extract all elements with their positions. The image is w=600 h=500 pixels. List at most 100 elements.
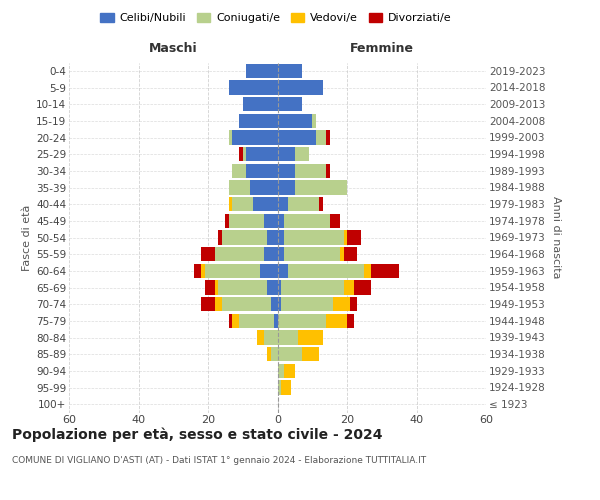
Bar [326, 314, 347, 328]
Bar [277, 164, 295, 178]
Bar [277, 147, 295, 161]
Bar [201, 247, 215, 261]
Bar [277, 264, 288, 278]
Bar [253, 197, 277, 211]
Bar [277, 247, 284, 261]
Y-axis label: Fasce di età: Fasce di età [22, 204, 32, 270]
Bar [267, 230, 277, 244]
Bar [277, 314, 326, 328]
Bar [215, 280, 218, 294]
Bar [277, 197, 288, 211]
Bar [267, 280, 277, 294]
Bar [319, 197, 323, 211]
Bar [226, 214, 229, 228]
Bar [295, 147, 309, 161]
Bar [229, 197, 232, 211]
Y-axis label: Anni di nascita: Anni di nascita [551, 196, 561, 278]
Bar [229, 314, 232, 328]
Bar [277, 347, 302, 361]
Bar [263, 214, 277, 228]
Bar [284, 247, 340, 261]
Bar [274, 314, 277, 328]
Bar [239, 314, 274, 328]
Bar [281, 280, 344, 294]
Bar [277, 180, 295, 194]
Bar [277, 297, 281, 311]
Bar [344, 247, 358, 261]
Bar [215, 247, 263, 261]
Bar [205, 264, 260, 278]
Bar [246, 147, 277, 161]
Bar [277, 330, 298, 344]
Bar [281, 297, 333, 311]
Bar [229, 214, 263, 228]
Bar [344, 280, 354, 294]
Bar [277, 280, 281, 294]
Bar [302, 347, 319, 361]
Bar [326, 130, 329, 144]
Bar [312, 114, 316, 128]
Bar [201, 264, 205, 278]
Bar [201, 297, 215, 311]
Bar [222, 230, 267, 244]
Bar [333, 297, 350, 311]
Bar [250, 180, 277, 194]
Bar [229, 130, 232, 144]
Bar [326, 164, 329, 178]
Bar [284, 214, 329, 228]
Bar [239, 147, 243, 161]
Bar [281, 380, 292, 394]
Bar [218, 280, 267, 294]
Bar [277, 80, 323, 94]
Bar [277, 230, 284, 244]
Bar [347, 314, 354, 328]
Bar [364, 264, 371, 278]
Bar [243, 147, 246, 161]
Bar [263, 247, 277, 261]
Bar [271, 297, 277, 311]
Bar [354, 280, 371, 294]
Bar [277, 64, 302, 78]
Bar [218, 230, 222, 244]
Bar [277, 364, 284, 378]
Bar [295, 164, 326, 178]
Bar [340, 247, 344, 261]
Bar [257, 330, 263, 344]
Bar [194, 264, 201, 278]
Bar [329, 214, 340, 228]
Bar [222, 297, 271, 311]
Bar [277, 214, 284, 228]
Bar [246, 164, 277, 178]
Bar [263, 330, 277, 344]
Bar [284, 364, 295, 378]
Text: Popolazione per età, sesso e stato civile - 2024: Popolazione per età, sesso e stato civil… [12, 428, 383, 442]
Bar [246, 64, 277, 78]
Legend: Celibi/Nubili, Coniugati/e, Vedovi/e, Divorziati/e: Celibi/Nubili, Coniugati/e, Vedovi/e, Di… [96, 8, 456, 28]
Bar [232, 314, 239, 328]
Bar [205, 280, 215, 294]
Text: Maschi: Maschi [149, 42, 197, 56]
Bar [239, 114, 277, 128]
Bar [350, 297, 358, 311]
Bar [298, 330, 323, 344]
Bar [271, 347, 277, 361]
Bar [229, 80, 277, 94]
Bar [229, 180, 250, 194]
Bar [288, 197, 319, 211]
Bar [316, 130, 326, 144]
Bar [288, 264, 364, 278]
Bar [284, 230, 344, 244]
Bar [277, 114, 312, 128]
Bar [344, 230, 347, 244]
Bar [371, 264, 399, 278]
Bar [232, 130, 277, 144]
Bar [347, 230, 361, 244]
Bar [277, 380, 281, 394]
Bar [215, 297, 222, 311]
Bar [267, 347, 271, 361]
Text: Femmine: Femmine [350, 42, 414, 56]
Bar [260, 264, 277, 278]
Bar [277, 130, 316, 144]
Bar [232, 164, 246, 178]
Bar [295, 180, 347, 194]
